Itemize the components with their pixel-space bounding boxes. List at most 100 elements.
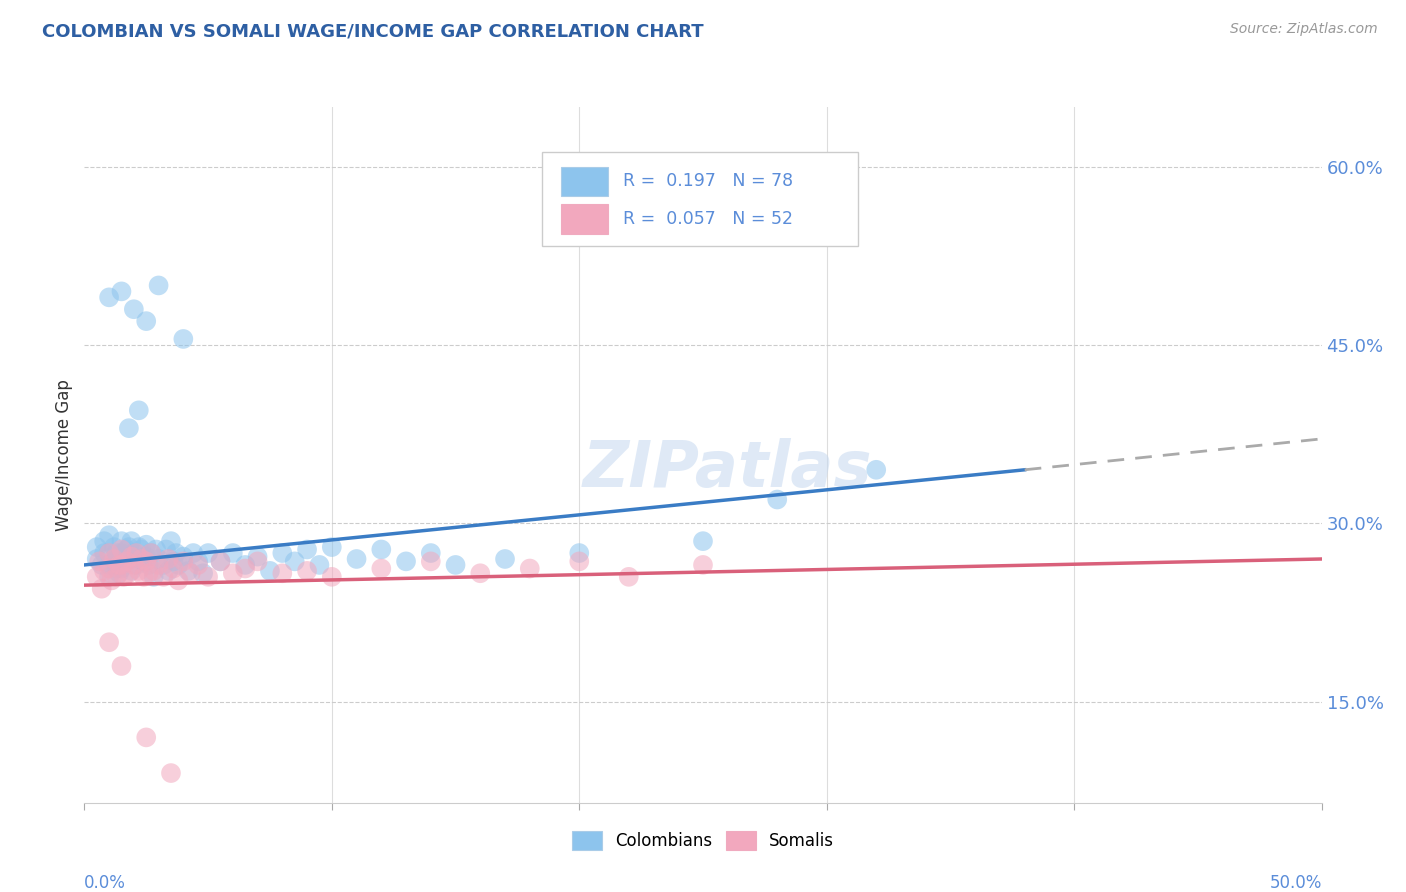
Point	[90, 558, 112, 572]
Point	[120, 564, 142, 578]
Point	[395, 554, 418, 568]
Point	[105, 561, 128, 575]
Point	[103, 552, 125, 566]
Point	[129, 552, 152, 566]
Point	[105, 546, 128, 560]
Point	[98, 528, 121, 542]
Point	[100, 574, 122, 588]
Point	[617, 570, 640, 584]
Point	[181, 546, 204, 560]
Point	[86, 540, 108, 554]
Point	[148, 278, 170, 293]
Point	[172, 554, 194, 568]
Point	[209, 554, 232, 568]
Point	[470, 566, 492, 581]
Point	[98, 561, 121, 575]
Point	[135, 731, 157, 745]
Point	[246, 554, 269, 568]
Point	[370, 561, 392, 575]
Point	[295, 542, 318, 557]
Point	[132, 554, 155, 568]
Point	[135, 554, 157, 568]
Point	[93, 546, 115, 560]
Point	[89, 554, 111, 568]
Point	[568, 546, 591, 560]
Point	[167, 574, 190, 588]
Point	[187, 558, 209, 572]
Text: ZIPatlas: ZIPatlas	[583, 438, 873, 500]
Point	[180, 566, 202, 581]
Point	[110, 659, 132, 673]
Point	[112, 549, 135, 564]
Point	[692, 534, 714, 549]
Point	[93, 564, 115, 578]
Point	[141, 546, 163, 560]
Point	[233, 558, 256, 572]
Point	[110, 558, 132, 572]
Point	[865, 463, 887, 477]
Point	[125, 546, 148, 560]
Point	[191, 566, 214, 581]
Text: COLOMBIAN VS SOMALI WAGE/INCOME GAP CORRELATION CHART: COLOMBIAN VS SOMALI WAGE/INCOME GAP CORR…	[42, 22, 704, 40]
Point	[138, 566, 160, 581]
Point	[98, 558, 121, 572]
Point	[142, 564, 165, 578]
Point	[141, 546, 163, 560]
Point	[118, 540, 141, 554]
Point	[135, 549, 157, 564]
Point	[93, 534, 115, 549]
Point	[259, 564, 281, 578]
Point	[135, 314, 157, 328]
Point	[108, 566, 131, 581]
Point	[103, 540, 125, 554]
Point	[148, 552, 170, 566]
Point	[167, 558, 190, 572]
FancyBboxPatch shape	[561, 167, 607, 196]
Point	[108, 558, 131, 572]
Point	[519, 561, 541, 575]
Point	[98, 546, 121, 560]
Point	[308, 558, 330, 572]
Point	[692, 558, 714, 572]
Point	[444, 558, 467, 572]
Point	[132, 570, 155, 584]
Point	[157, 552, 180, 566]
Point	[122, 302, 145, 317]
Text: 50.0%: 50.0%	[1270, 874, 1322, 892]
Point	[128, 403, 150, 417]
Point	[115, 554, 138, 568]
Point	[155, 542, 177, 557]
Point	[346, 552, 368, 566]
Point	[118, 566, 141, 581]
Point	[129, 542, 152, 557]
Point	[86, 552, 108, 566]
Point	[145, 542, 167, 557]
Point	[110, 534, 132, 549]
Point	[321, 570, 343, 584]
Point	[568, 554, 591, 568]
Point	[197, 570, 219, 584]
Point	[135, 538, 157, 552]
Point	[118, 421, 141, 435]
Point	[233, 561, 256, 575]
Point	[172, 332, 194, 346]
FancyBboxPatch shape	[543, 153, 858, 246]
Point	[172, 549, 194, 564]
Point	[122, 546, 145, 560]
Point	[152, 570, 174, 584]
Text: R =  0.197   N = 78: R = 0.197 N = 78	[623, 172, 793, 191]
Point	[86, 570, 108, 584]
Point	[103, 554, 125, 568]
Point	[160, 766, 183, 780]
Text: Source: ZipAtlas.com: Source: ZipAtlas.com	[1230, 22, 1378, 37]
Point	[246, 549, 269, 564]
Point	[222, 546, 245, 560]
Point	[112, 570, 135, 584]
Point	[165, 546, 187, 560]
Text: 0.0%: 0.0%	[84, 874, 127, 892]
Point	[110, 542, 132, 557]
Point	[162, 561, 184, 575]
Point	[370, 542, 392, 557]
Point	[295, 564, 318, 578]
Point	[115, 554, 138, 568]
